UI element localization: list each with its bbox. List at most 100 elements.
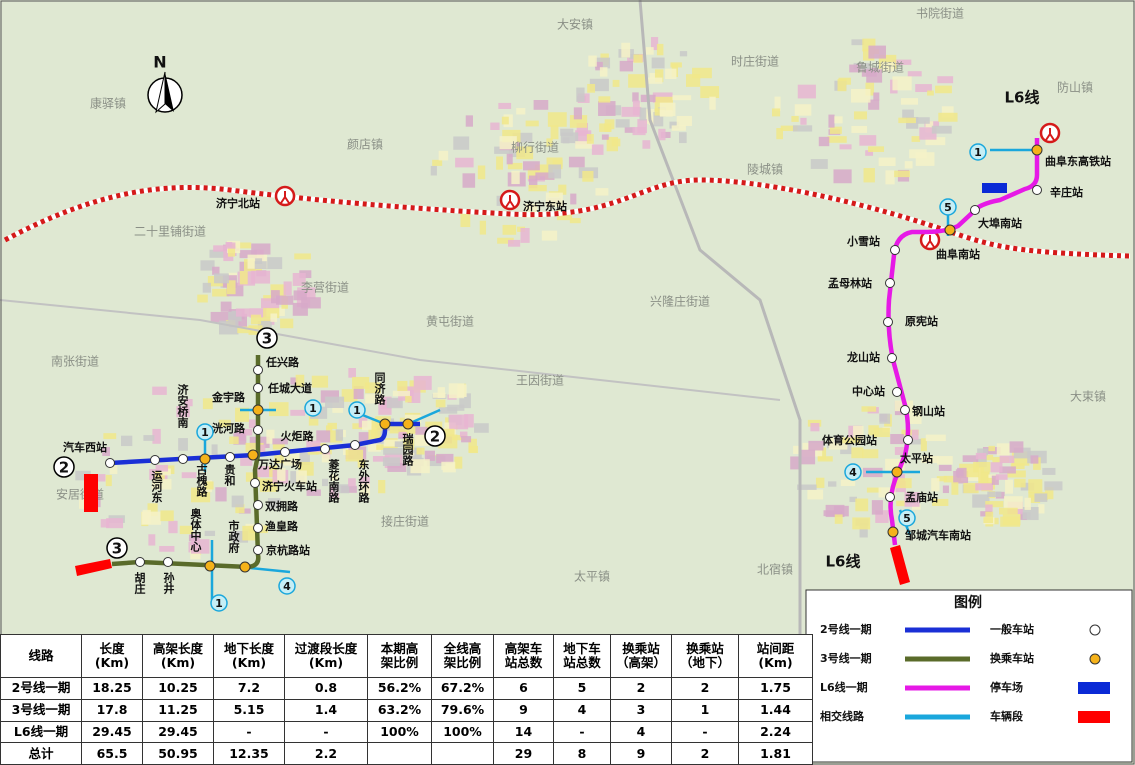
urban-block bbox=[263, 295, 275, 301]
urban-block bbox=[963, 482, 979, 494]
urban-block bbox=[255, 258, 263, 265]
line-L6 bbox=[886, 138, 1040, 546]
rail-station-label: 曲阜南站 bbox=[936, 247, 980, 261]
station bbox=[225, 452, 235, 462]
urban-block bbox=[570, 193, 577, 205]
urban-block bbox=[920, 438, 927, 452]
parking-yard bbox=[982, 183, 1007, 193]
urban-block bbox=[218, 419, 231, 428]
place-name: 太平镇 bbox=[574, 569, 610, 584]
station-label: 济安桥南 bbox=[176, 383, 189, 429]
urban-block bbox=[859, 522, 868, 538]
urban-block bbox=[436, 453, 454, 464]
station-label: 万达广场 bbox=[257, 457, 302, 471]
table-cell: 4 bbox=[610, 720, 672, 744]
urban-block bbox=[861, 406, 877, 412]
urban-block bbox=[204, 481, 214, 490]
urban-block bbox=[791, 116, 799, 122]
urban-block bbox=[348, 478, 356, 487]
place-name: 鲁城街道 bbox=[856, 61, 904, 75]
urban-block bbox=[628, 74, 648, 88]
urban-block bbox=[520, 228, 530, 243]
urban-block bbox=[985, 504, 993, 514]
header-text: (Km) bbox=[758, 655, 793, 670]
urban-block bbox=[210, 311, 230, 323]
road bbox=[0, 299, 781, 401]
urban-block bbox=[290, 377, 298, 385]
header-row: 线路 长度 (Km) 高架长度 (Km) 地下长度 (Km) 过渡段长度 (Km) 本期高 架比例全… bbox=[0, 634, 813, 678]
station-label: 京杭路站 bbox=[266, 543, 310, 557]
transfer-station bbox=[252, 404, 264, 416]
urban-block bbox=[296, 470, 307, 485]
urban-block bbox=[873, 427, 890, 438]
urban-block bbox=[898, 117, 916, 124]
urban-block bbox=[833, 505, 849, 517]
urban-block bbox=[863, 168, 875, 183]
station-label: 市政府 bbox=[227, 519, 240, 554]
urban-block bbox=[404, 414, 422, 424]
urban-block bbox=[294, 253, 311, 260]
header-cell: 换乘站 （高架） bbox=[610, 634, 672, 678]
urban-block bbox=[498, 102, 512, 109]
urban-block bbox=[228, 310, 242, 322]
legend-label: L6线一期 bbox=[820, 680, 868, 694]
table-cell: 2.2 bbox=[284, 742, 368, 765]
station-label: 孙井 bbox=[162, 571, 175, 595]
table-cell: 3 bbox=[610, 698, 672, 722]
legend-swatch bbox=[1078, 682, 1110, 694]
legend-swatch bbox=[1089, 653, 1101, 665]
place-name: 颜店镇 bbox=[347, 137, 383, 152]
urban-block bbox=[849, 64, 861, 73]
urban-block bbox=[229, 436, 239, 444]
urban-block bbox=[215, 487, 227, 502]
urban-block bbox=[855, 498, 869, 512]
station-label: 渔皇路 bbox=[265, 519, 299, 533]
header-text: 站总数 bbox=[563, 655, 601, 670]
urban-block bbox=[361, 420, 377, 431]
urban-block bbox=[558, 184, 567, 195]
urban-block bbox=[601, 134, 609, 140]
table-row: 总计 65.5 50.95 12.35 2.2 29 8 9 2 1.81 bbox=[0, 742, 813, 765]
urban-block bbox=[301, 297, 321, 309]
urban-block bbox=[955, 469, 964, 477]
urban-block bbox=[878, 157, 896, 167]
urban-block bbox=[999, 507, 1018, 515]
urban-block bbox=[464, 414, 474, 428]
urban-block bbox=[904, 161, 913, 169]
urban-block bbox=[352, 423, 364, 430]
legend-title: 图例 bbox=[954, 594, 982, 611]
urban-block bbox=[851, 125, 868, 133]
urban-block bbox=[850, 88, 871, 103]
station bbox=[320, 444, 330, 454]
rail-icon-glyph bbox=[1045, 128, 1055, 141]
urban-block bbox=[460, 212, 471, 228]
table-cell: 3号线一期 bbox=[0, 698, 82, 722]
line-badge bbox=[348, 401, 366, 419]
urban-block bbox=[501, 116, 509, 125]
urban-block bbox=[249, 308, 267, 318]
rail-icon-glyph bbox=[280, 191, 290, 204]
urban-block bbox=[502, 224, 517, 235]
urban-block bbox=[197, 294, 208, 303]
urban-block bbox=[237, 326, 257, 334]
urban-block bbox=[261, 298, 280, 309]
urban-block bbox=[358, 432, 370, 443]
urban-block bbox=[1010, 463, 1025, 469]
urban-block bbox=[271, 290, 280, 304]
urban-block bbox=[915, 84, 932, 93]
urban-block bbox=[1042, 467, 1056, 475]
station-label: 任城大道 bbox=[267, 381, 312, 395]
place-name: 王因街道 bbox=[516, 374, 564, 388]
urban-block bbox=[991, 475, 999, 485]
table-cell: 5.15 bbox=[213, 698, 285, 722]
legend-label: 3号线一期 bbox=[820, 651, 872, 665]
urban-block bbox=[670, 62, 682, 68]
station bbox=[178, 454, 188, 464]
urban-block bbox=[978, 472, 990, 484]
station bbox=[253, 545, 263, 555]
urban-block bbox=[972, 494, 990, 508]
line-badge-label: 2 bbox=[59, 459, 69, 477]
urban-block bbox=[457, 384, 467, 398]
urban-block bbox=[152, 386, 167, 395]
urban-block bbox=[102, 447, 110, 457]
